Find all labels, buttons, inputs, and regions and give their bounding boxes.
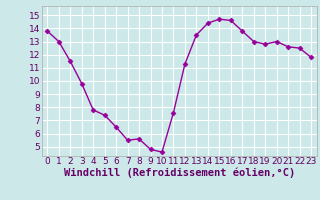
X-axis label: Windchill (Refroidissement éolien,°C): Windchill (Refroidissement éolien,°C) <box>64 168 295 178</box>
